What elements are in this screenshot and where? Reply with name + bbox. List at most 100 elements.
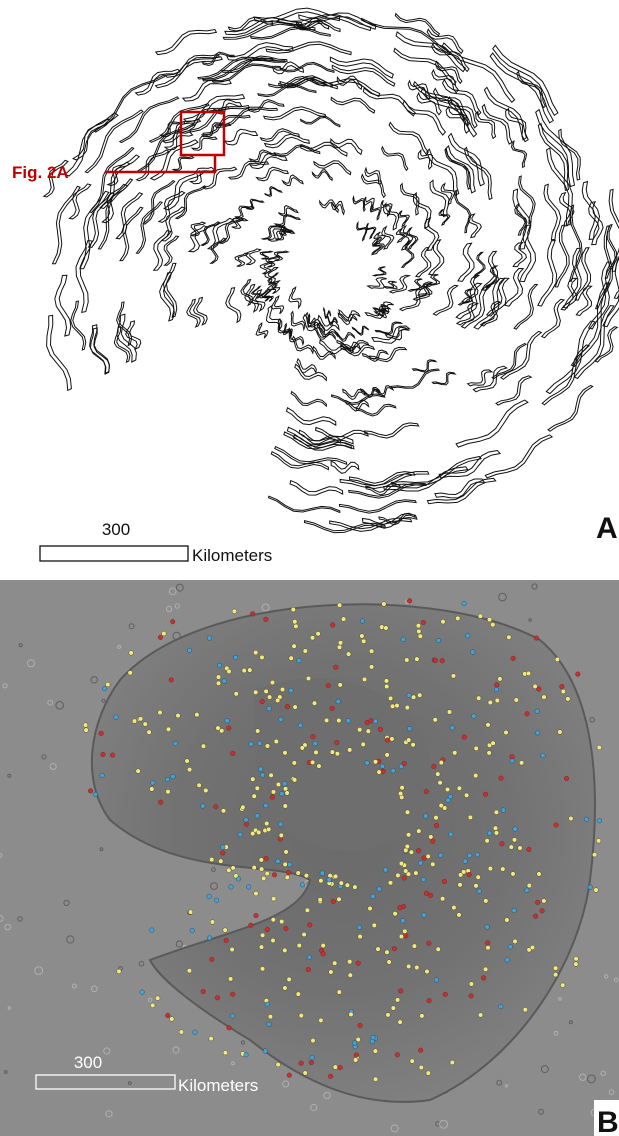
sample-point — [463, 859, 468, 864]
sample-point — [232, 609, 237, 614]
sample-point — [129, 651, 134, 656]
sample-point — [254, 891, 259, 896]
panel-b: 300 Kilometers B — [0, 580, 619, 1136]
sample-point — [487, 751, 492, 756]
sample-point — [411, 743, 416, 748]
sample-point — [227, 868, 232, 873]
sample-point — [451, 674, 456, 679]
sample-point — [270, 680, 275, 685]
sample-point — [438, 780, 443, 785]
panel-label: B — [597, 1106, 619, 1136]
sample-point — [313, 741, 318, 746]
sample-point — [513, 939, 518, 944]
sample-point — [280, 792, 285, 797]
sample-point — [151, 781, 156, 786]
sample-point — [210, 957, 215, 962]
sample-point — [485, 941, 490, 946]
sample-point — [271, 790, 276, 795]
figure: Fig. 2A 300 Kilometers A 300 Kilometers … — [0, 0, 619, 1136]
sample-point — [356, 1037, 361, 1042]
sample-point — [271, 896, 276, 901]
sample-point — [428, 893, 433, 898]
sample-point — [216, 726, 221, 731]
sample-point — [249, 742, 254, 747]
sample-point — [401, 637, 406, 642]
sample-point — [228, 977, 233, 982]
sample-point — [373, 1049, 378, 1054]
sample-point — [553, 972, 558, 977]
sample-point — [376, 947, 381, 952]
sample-point — [255, 814, 260, 819]
sample-point — [311, 1038, 316, 1043]
sample-point — [222, 679, 227, 684]
sample-point — [176, 713, 181, 718]
sample-point — [254, 913, 259, 918]
sample-point — [385, 950, 390, 955]
panel-a-background — [0, 0, 619, 580]
sample-point — [554, 823, 559, 828]
sample-point — [238, 832, 243, 837]
sample-point — [447, 710, 452, 715]
sample-point — [433, 718, 438, 723]
sample-point — [287, 1073, 292, 1078]
sample-point — [166, 1013, 171, 1018]
sample-point — [314, 750, 319, 755]
sample-point — [390, 704, 395, 709]
sample-point — [526, 671, 531, 676]
sample-point — [472, 714, 477, 719]
sample-point — [271, 938, 276, 943]
sample-point — [216, 681, 221, 686]
sample-point — [229, 885, 234, 890]
sample-point — [584, 817, 589, 822]
sample-point — [88, 789, 93, 794]
sample-point — [512, 838, 517, 843]
sample-point — [258, 767, 263, 772]
sample-point — [326, 683, 331, 688]
sample-point — [244, 822, 249, 827]
sample-point — [252, 794, 257, 799]
sample-point — [398, 905, 403, 910]
sample-point — [298, 723, 303, 728]
sample-point — [348, 973, 353, 978]
sample-point — [300, 883, 305, 888]
sample-point — [382, 602, 387, 607]
sample-point — [509, 845, 514, 850]
sample-point — [537, 872, 542, 877]
sample-point — [308, 923, 313, 928]
sample-point — [427, 941, 432, 946]
sample-point — [449, 832, 454, 837]
sample-point — [442, 806, 447, 811]
sample-point — [491, 622, 496, 627]
sample-point — [357, 727, 362, 732]
sample-point — [457, 786, 462, 791]
sample-point — [347, 748, 352, 753]
sample-point — [535, 900, 540, 905]
sample-point — [285, 791, 290, 796]
sample-point — [329, 970, 334, 975]
sample-point — [188, 910, 193, 915]
sample-point — [297, 943, 302, 948]
sample-point — [283, 804, 288, 809]
sample-point — [510, 755, 515, 760]
sample-point — [337, 718, 342, 723]
sample-point — [592, 852, 597, 857]
sample-point — [284, 850, 289, 855]
sample-point — [136, 769, 141, 774]
sample-point — [265, 1002, 270, 1007]
sample-point — [296, 992, 301, 997]
sample-point — [259, 858, 264, 863]
sample-point — [380, 764, 385, 769]
sample-point — [217, 663, 222, 668]
sample-point — [256, 830, 261, 835]
sample-point — [190, 928, 195, 933]
sample-point — [498, 677, 503, 682]
sample-point — [264, 856, 269, 861]
sample-point — [283, 948, 288, 953]
sample-point — [244, 818, 249, 823]
sample-point — [473, 773, 478, 778]
panel-a: Fig. 2A 300 Kilometers A — [0, 0, 619, 580]
sample-point — [309, 1060, 314, 1065]
sample-point — [265, 927, 270, 932]
sample-point — [588, 885, 593, 890]
sample-point — [385, 753, 390, 758]
